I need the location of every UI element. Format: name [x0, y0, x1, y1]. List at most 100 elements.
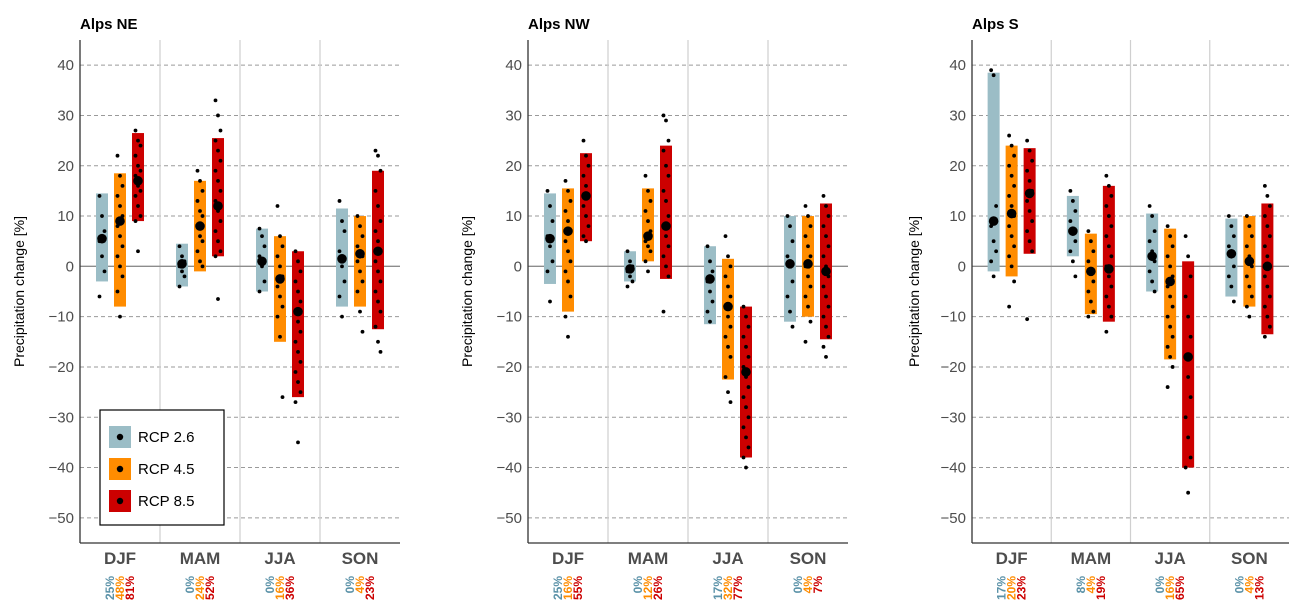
member-point: [728, 354, 733, 359]
member-point: [337, 294, 342, 299]
member-point: [180, 254, 184, 259]
member-point: [584, 239, 588, 244]
member-point: [586, 224, 591, 229]
y-tick-label: 30: [57, 107, 74, 124]
member-point: [373, 229, 378, 234]
median-point: [1006, 208, 1017, 219]
member-point: [115, 153, 120, 158]
legend-label: RCP 2.6: [138, 429, 194, 446]
member-point: [1249, 234, 1254, 239]
range-bar-rcp45: [722, 258, 734, 380]
member-point: [1165, 254, 1170, 259]
member-point: [728, 294, 733, 299]
member-point: [133, 194, 138, 198]
percent-label: 7%: [811, 576, 825, 594]
member-point: [1165, 314, 1170, 319]
median-point: [821, 266, 831, 277]
y-tick-label: 40: [505, 57, 522, 74]
member-point: [581, 173, 586, 178]
member-point: [826, 244, 831, 249]
member-point: [1267, 204, 1272, 208]
member-point: [296, 380, 300, 384]
member-point: [198, 259, 202, 264]
member-point: [1244, 214, 1249, 218]
member-point: [705, 309, 710, 314]
member-point: [1183, 294, 1188, 299]
y-tick-label: 30: [505, 107, 522, 124]
member-point: [1262, 304, 1267, 309]
member-point: [1073, 209, 1078, 213]
member-point: [741, 455, 746, 460]
member-point: [994, 204, 999, 208]
member-point: [1106, 304, 1111, 309]
median-point: [803, 259, 813, 269]
member-point: [373, 259, 378, 264]
percent-label: 52%: [203, 576, 217, 600]
legend-dot: [116, 497, 124, 505]
range-bar-rcp45: [642, 188, 654, 262]
median-point: [355, 248, 365, 259]
y-tick-label: −10: [497, 309, 522, 326]
member-point: [1025, 199, 1030, 203]
member-point: [1170, 334, 1175, 339]
member-point: [200, 214, 205, 218]
median-point: [97, 233, 107, 244]
percent-label: 25%: [103, 576, 117, 600]
member-point: [1150, 279, 1155, 284]
member-point: [989, 68, 994, 73]
member-point: [293, 339, 298, 344]
member-point: [218, 249, 223, 254]
member-point: [568, 199, 573, 203]
y-tick-label: −40: [497, 460, 522, 477]
member-point: [824, 294, 828, 299]
percent-label: 26%: [651, 576, 665, 600]
member-point: [373, 324, 378, 329]
member-point: [1068, 219, 1073, 223]
member-point: [566, 279, 570, 284]
member-point: [744, 465, 748, 470]
member-point: [182, 274, 187, 279]
range-bar-rcp26: [704, 246, 716, 325]
percent-label: 12%: [641, 576, 655, 600]
member-point: [1226, 214, 1231, 218]
member-point: [806, 244, 810, 249]
member-point: [118, 234, 122, 239]
member-point: [581, 204, 586, 208]
member-point: [118, 173, 122, 178]
member-point: [1086, 314, 1091, 319]
median-point: [545, 233, 555, 244]
member-point: [213, 168, 218, 173]
member-point: [1073, 239, 1078, 244]
percent-label: 23%: [363, 576, 377, 600]
member-point: [200, 189, 205, 193]
member-point: [808, 319, 813, 324]
median-point: [625, 264, 635, 274]
panel-1: Alps NE 40 30 20 10 0 −10 −20 −30 −40 −50 Precipita…: [11, 16, 400, 600]
member-point: [741, 425, 746, 430]
member-point: [803, 294, 808, 299]
member-point: [545, 189, 550, 193]
member-point: [1109, 194, 1114, 198]
member-point: [340, 264, 344, 269]
member-point: [726, 254, 730, 259]
member-point: [661, 309, 666, 314]
member-point: [1262, 274, 1267, 279]
member-point: [628, 274, 632, 279]
member-point: [563, 269, 568, 274]
member-point: [994, 249, 999, 254]
member-point: [548, 244, 552, 249]
member-point: [1244, 244, 1249, 249]
member-point: [115, 254, 120, 259]
member-point: [824, 354, 828, 359]
member-point: [1009, 204, 1014, 208]
member-point: [1152, 289, 1157, 294]
member-point: [1231, 234, 1236, 239]
member-point: [666, 274, 671, 279]
x-tick-label: DJF: [996, 549, 1028, 568]
member-point: [373, 148, 378, 153]
member-point: [661, 148, 666, 153]
member-point: [563, 239, 568, 244]
member-point: [1030, 219, 1035, 223]
